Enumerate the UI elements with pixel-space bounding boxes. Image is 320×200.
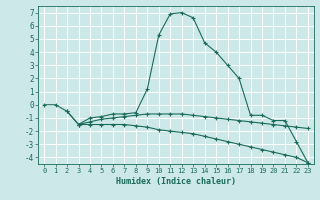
X-axis label: Humidex (Indice chaleur): Humidex (Indice chaleur) [116,177,236,186]
